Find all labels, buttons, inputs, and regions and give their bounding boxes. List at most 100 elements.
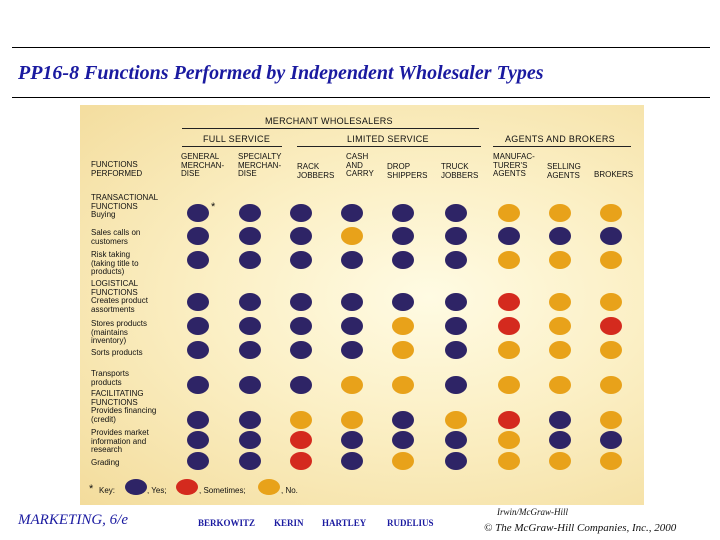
function-dot-yes: [392, 411, 414, 429]
function-dot-sometimes: [498, 341, 520, 359]
full-service-header: FULL SERVICE: [203, 134, 271, 144]
limited-service-line: [297, 146, 481, 147]
legend-no-label: , No.: [281, 486, 298, 495]
function-dot-yes: [445, 204, 467, 222]
function-dot-yes: [600, 227, 622, 245]
function-dot-yes: [239, 251, 261, 269]
function-dot-yes: [392, 251, 414, 269]
top-rule: [12, 47, 710, 48]
function-dot-yes: [341, 317, 363, 335]
column-header: DROP SHIPPERS: [387, 162, 428, 180]
author-berkowitz: BERKOWITZ: [198, 518, 256, 528]
row-label: LOGISTICAL FUNCTIONS Creates product ass…: [91, 279, 148, 314]
function-dot-yes: [290, 204, 312, 222]
function-dot-yes: [549, 411, 571, 429]
row-label: TRANSACTIONAL FUNCTIONS Buying: [91, 193, 159, 220]
column-header: BROKERS: [594, 170, 634, 179]
function-dot-sometimes: [600, 204, 622, 222]
legend-key-label: Key:: [99, 486, 116, 495]
row-label: Sorts products: [91, 348, 143, 357]
function-dot-yes: [445, 293, 467, 311]
row-label: Risk taking (taking title to products): [91, 250, 139, 277]
function-dot-sometimes: [549, 317, 571, 335]
function-dot-sometimes: [498, 431, 520, 449]
row-label: Transports products: [91, 369, 129, 387]
functions-performed-header: FUNCTIONS PERFORMED: [91, 160, 143, 178]
function-dot-sometimes: [549, 341, 571, 359]
function-dot-yes: [187, 293, 209, 311]
column-header: RACK JOBBERS: [297, 162, 335, 180]
legend-star: *: [89, 483, 94, 495]
function-dot-yes: [187, 431, 209, 449]
legend-sometimes-swatch: [176, 479, 198, 495]
column-header: SELLING AGENTS: [547, 162, 581, 180]
function-dot-yes: [187, 251, 209, 269]
function-dot-yes: [445, 376, 467, 394]
column-header: GENERAL MERCHAN- DISE: [181, 152, 225, 179]
function-dot-yes: [239, 431, 261, 449]
function-dot-sometimes: [600, 452, 622, 470]
footnote-star: *: [211, 201, 216, 213]
title-underline: [12, 97, 710, 98]
row-label: FACILITATING FUNCTIONS Provides financin…: [91, 389, 157, 424]
column-header: SPECIALTY MERCHAN- DISE: [238, 152, 282, 179]
function-dot-sometimes: [600, 411, 622, 429]
function-dot-yes: [445, 452, 467, 470]
agents-brokers-header: AGENTS AND BROKERS: [505, 134, 615, 144]
function-dot-yes: [239, 376, 261, 394]
function-dot-yes: [341, 251, 363, 269]
function-dot-yes: [239, 293, 261, 311]
row-label: Sales calls on customers: [91, 228, 141, 246]
function-dot-yes: [187, 317, 209, 335]
function-dot-yes: [600, 431, 622, 449]
function-dot-yes: [445, 227, 467, 245]
function-dot-yes: [187, 227, 209, 245]
function-dot-yes: [187, 376, 209, 394]
function-dot-sometimes: [600, 293, 622, 311]
merchant-wholesalers-header: MERCHANT WHOLESALERS: [265, 116, 393, 126]
function-dot-no: [498, 411, 520, 429]
function-dot-yes: [239, 204, 261, 222]
function-dot-yes: [341, 431, 363, 449]
function-dot-yes: [498, 227, 520, 245]
function-dot-no: [498, 317, 520, 335]
agents-brokers-line: [493, 146, 631, 147]
function-dot-sometimes: [600, 251, 622, 269]
function-dot-yes: [239, 452, 261, 470]
function-dot-sometimes: [392, 341, 414, 359]
author-hartley: HARTLEY: [322, 518, 367, 528]
function-dot-sometimes: [341, 376, 363, 394]
function-dot-yes: [290, 293, 312, 311]
row-label: Provides market information and research: [91, 428, 149, 455]
function-dot-sometimes: [549, 376, 571, 394]
function-dot-yes: [187, 204, 209, 222]
author-kerin: KERIN: [274, 518, 304, 528]
function-dot-yes: [392, 431, 414, 449]
function-dot-yes: [445, 317, 467, 335]
function-dot-sometimes: [341, 411, 363, 429]
function-dot-yes: [290, 317, 312, 335]
function-dot-yes: [392, 204, 414, 222]
function-dot-sometimes: [549, 251, 571, 269]
limited-service-header: LIMITED SERVICE: [347, 134, 429, 144]
publisher-name: Irwin/McGraw-Hill: [497, 507, 568, 517]
function-dot-sometimes: [498, 251, 520, 269]
function-dot-yes: [290, 251, 312, 269]
function-dot-yes: [392, 293, 414, 311]
book-title: MARKETING, 6/e: [18, 512, 128, 528]
function-dot-sometimes: [498, 376, 520, 394]
function-dot-sometimes: [341, 227, 363, 245]
function-dot-yes: [239, 227, 261, 245]
legend-yes-label: , Yes;: [147, 486, 167, 495]
legend-no-swatch: [258, 479, 280, 495]
function-dot-yes: [187, 452, 209, 470]
function-dot-yes: [239, 341, 261, 359]
column-header: TRUCK JOBBERS: [441, 162, 479, 180]
function-dot-yes: [341, 293, 363, 311]
function-dot-sometimes: [600, 376, 622, 394]
function-dot-yes: [392, 227, 414, 245]
row-label: Stores products (maintains inventory): [91, 319, 148, 346]
function-dot-yes: [341, 204, 363, 222]
function-dot-yes: [187, 341, 209, 359]
function-dot-no: [290, 431, 312, 449]
